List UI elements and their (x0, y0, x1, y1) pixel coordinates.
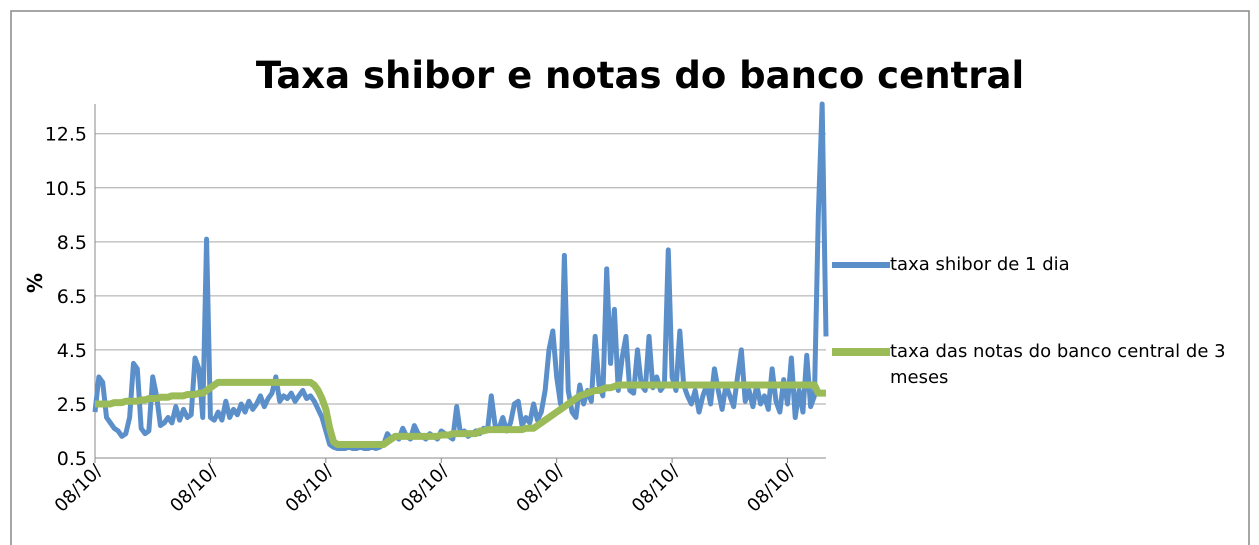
y-tick-label: 6.5 (57, 286, 87, 308)
y-tick-label: 0.5 (57, 448, 87, 470)
y-tick-label: 4.5 (57, 340, 87, 362)
y-tick-label: 2.5 (57, 394, 87, 416)
y-tick-label: 10.5 (45, 178, 87, 200)
chart-title: Taxa shibor e notas do banco central (256, 54, 1024, 97)
chart-frame (10, 10, 1250, 545)
legend-label: taxa shibor de 1 dia (890, 254, 1070, 275)
legend-label: taxa das notas do banco central de 3 mes… (890, 341, 1226, 388)
series-line (95, 378, 826, 448)
y-tick-label: 8.5 (57, 232, 87, 254)
y-tick-label: 12.5 (45, 124, 87, 146)
y-axis-label: % (23, 273, 47, 293)
